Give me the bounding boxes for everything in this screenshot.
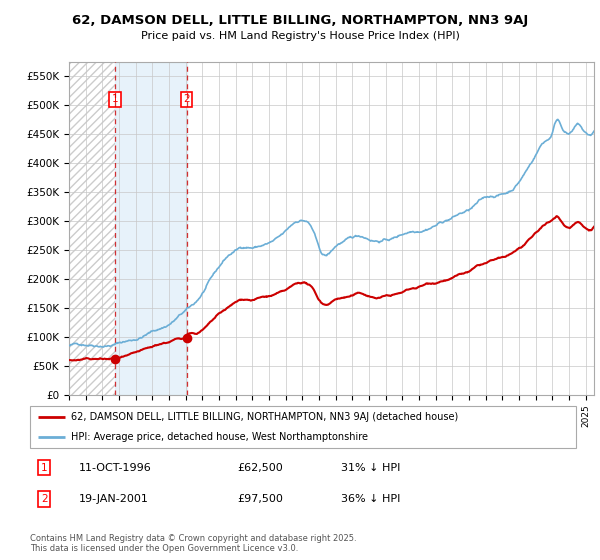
Text: Contains HM Land Registry data © Crown copyright and database right 2025.
This d: Contains HM Land Registry data © Crown c… xyxy=(30,534,356,553)
Text: 62, DAMSON DELL, LITTLE BILLING, NORTHAMPTON, NN3 9AJ: 62, DAMSON DELL, LITTLE BILLING, NORTHAM… xyxy=(72,14,528,27)
Bar xyxy=(115,62,187,395)
Text: £97,500: £97,500 xyxy=(238,494,283,504)
Text: 1: 1 xyxy=(41,463,47,473)
FancyBboxPatch shape xyxy=(30,406,576,448)
Text: 62, DAMSON DELL, LITTLE BILLING, NORTHAMPTON, NN3 9AJ (detached house): 62, DAMSON DELL, LITTLE BILLING, NORTHAM… xyxy=(71,412,458,422)
Text: 19-JAN-2001: 19-JAN-2001 xyxy=(79,494,149,504)
Text: Price paid vs. HM Land Registry's House Price Index (HPI): Price paid vs. HM Land Registry's House … xyxy=(140,31,460,41)
Text: £62,500: £62,500 xyxy=(238,463,283,473)
Text: 36% ↓ HPI: 36% ↓ HPI xyxy=(341,494,401,504)
Text: 2: 2 xyxy=(183,94,190,104)
Bar xyxy=(69,62,115,395)
Text: 31% ↓ HPI: 31% ↓ HPI xyxy=(341,463,401,473)
Text: 1: 1 xyxy=(112,94,119,104)
Text: 11-OCT-1996: 11-OCT-1996 xyxy=(79,463,152,473)
Text: 2: 2 xyxy=(41,494,47,504)
Text: HPI: Average price, detached house, West Northamptonshire: HPI: Average price, detached house, West… xyxy=(71,432,368,442)
Bar xyxy=(69,62,115,395)
